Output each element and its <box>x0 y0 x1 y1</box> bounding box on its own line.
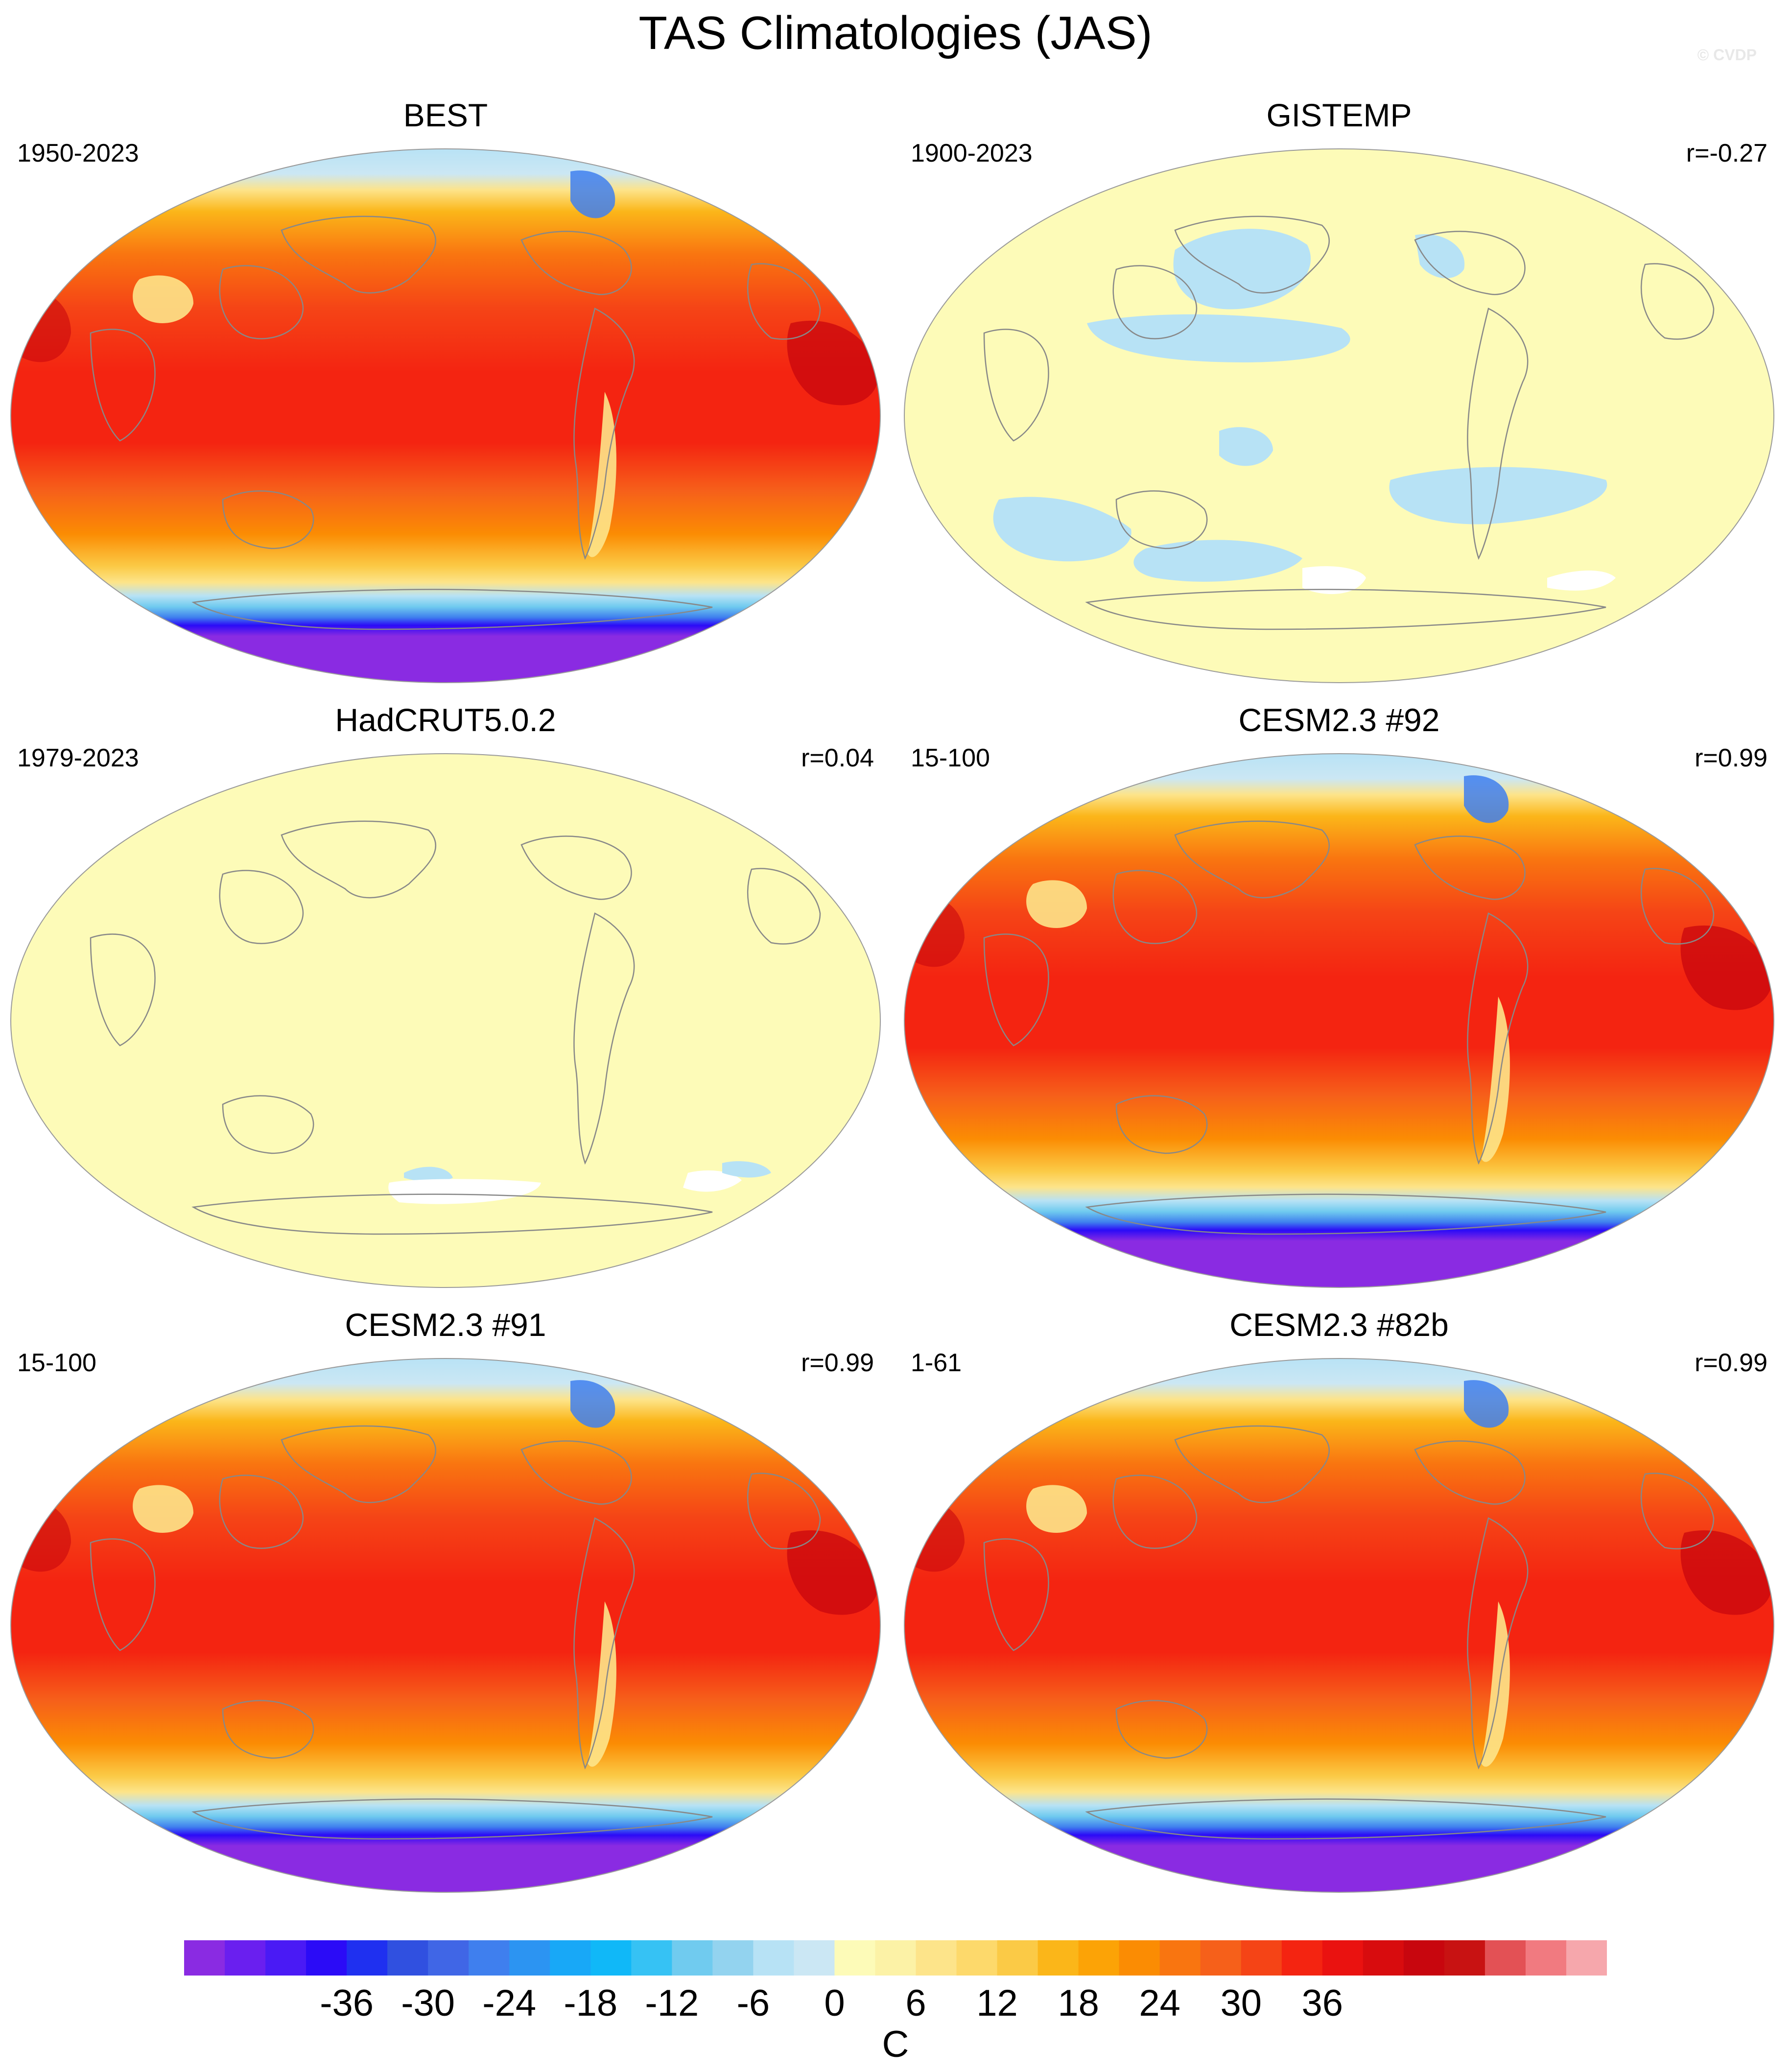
colorbar-swatch <box>1363 1940 1404 1976</box>
map-panel: GISTEMP 1900-2023 r=-0.27 <box>901 95 1777 683</box>
temperature-field <box>11 149 880 683</box>
world-map <box>904 1358 1774 1893</box>
colorbar-swatch <box>550 1940 591 1976</box>
colorbar-swatch <box>306 1940 347 1976</box>
panel-period: 1-61 <box>911 1349 962 1377</box>
colorbar-tick-label: -24 <box>482 1982 537 2024</box>
world-map <box>904 148 1774 683</box>
colorbar-swatch <box>428 1940 469 1976</box>
colorbar-unit: C <box>882 2024 909 2065</box>
colorbar-swatch <box>1322 1940 1364 1976</box>
colorbar-swatch <box>590 1940 632 1976</box>
panel-correlation: r=0.99 <box>1695 1349 1767 1377</box>
map-panel: CESM2.3 #91 15-100 r=0.99 <box>7 1305 884 1893</box>
colorbar-swatch <box>1200 1940 1242 1976</box>
temperature-field <box>904 149 1774 683</box>
colorbar-swatch <box>875 1940 917 1976</box>
colorbar-swatch <box>753 1940 794 1976</box>
colorbar-swatch <box>1119 1940 1160 1976</box>
panel-title: CESM2.3 #91 <box>345 1307 546 1343</box>
colorbar-tick-label: 24 <box>1139 1982 1180 2024</box>
colorbar-swatch <box>672 1940 713 1976</box>
colorbar-tick-label: 12 <box>976 1982 1018 2024</box>
panel-period: 1979-2023 <box>17 744 139 772</box>
map-panel: HadCRUT5.0.2 1979-2023 r=0.04 <box>7 700 884 1288</box>
colorbar-swatch <box>1444 1940 1485 1976</box>
colorbar-swatch <box>1525 1940 1567 1976</box>
figure-title: TAS Climatologies (JAS) <box>638 7 1153 59</box>
panel-period: 15-100 <box>17 1349 96 1377</box>
colorbar-tick-label: 6 <box>905 1982 926 2024</box>
colorbar-tick-label: -18 <box>564 1982 618 2024</box>
panel-title: HadCRUT5.0.2 <box>335 702 556 738</box>
colorbar <box>184 1940 1607 1976</box>
colorbar-swatch <box>1241 1940 1282 1976</box>
temperature-field <box>11 754 880 1287</box>
panel-correlation: r=0.99 <box>1695 744 1767 772</box>
colorbar-swatch <box>997 1940 1038 1976</box>
colorbar-swatch <box>712 1940 754 1976</box>
colorbar-tick-label: 0 <box>824 1982 845 2024</box>
colorbar-swatch <box>1159 1940 1201 1976</box>
colorbar-swatch <box>1078 1940 1120 1976</box>
world-map <box>904 753 1774 1288</box>
colorbar-tick-label: -6 <box>736 1982 770 2024</box>
panel-correlation: r=-0.27 <box>1686 139 1767 167</box>
temperature-field <box>904 1358 1774 1892</box>
colorbar-tick-label: 36 <box>1301 1982 1343 2024</box>
colorbar-swatch <box>1566 1940 1607 1976</box>
colorbar-labels: -36 -30 -24 -18 -12 -6 0 6 12 18 24 30 36 <box>184 1981 1607 2025</box>
map-panel: CESM2.3 #92 15-100 r=0.99 <box>901 700 1777 1288</box>
colorbar-swatch <box>347 1940 388 1976</box>
panel-title: BEST <box>403 97 488 133</box>
map-panel: BEST 1950-2023 <box>7 95 884 683</box>
panel-period: 1950-2023 <box>17 139 139 167</box>
colorbar-swatch <box>631 1940 672 1976</box>
panel-title: CESM2.3 #82b <box>1229 1307 1449 1343</box>
colorbar-swatch <box>265 1940 306 1976</box>
colorbar-tick-label: -12 <box>645 1982 699 2024</box>
watermark: © CVDP <box>1697 46 1757 64</box>
colorbar-swatch <box>1485 1940 1526 1976</box>
colorbar-tick-label: 18 <box>1058 1982 1099 2024</box>
colorbar-tick-label: -30 <box>401 1982 455 2024</box>
world-map <box>10 148 881 683</box>
world-map <box>10 753 881 1288</box>
temperature-field <box>11 1358 880 1892</box>
colorbar-swatch <box>225 1940 266 1976</box>
colorbar-swatch <box>916 1940 957 1976</box>
panel-period: 1900-2023 <box>911 139 1033 167</box>
panel-correlation: r=0.99 <box>801 1349 874 1377</box>
colorbar-swatch <box>387 1940 428 1976</box>
panel-title: GISTEMP <box>1266 97 1412 133</box>
colorbar-swatch <box>1281 1940 1323 1976</box>
colorbar-swatch <box>1037 1940 1079 1976</box>
panel-period: 15-100 <box>911 744 990 772</box>
colorbar-swatch <box>794 1940 835 1976</box>
colorbar-swatch <box>834 1940 875 1976</box>
colorbar-tick-label: 30 <box>1220 1982 1262 2024</box>
colorbar-swatch <box>956 1940 998 1976</box>
panel-title: CESM2.3 #92 <box>1238 702 1440 738</box>
colorbar-swatch <box>469 1940 510 1976</box>
world-map <box>10 1358 881 1893</box>
colorbar-tick-label: -36 <box>320 1982 374 2024</box>
colorbar-swatch <box>1403 1940 1445 1976</box>
panel-correlation: r=0.04 <box>801 744 874 772</box>
colorbar-swatch <box>184 1940 225 1976</box>
colorbar-swatch <box>509 1940 550 1976</box>
temperature-field <box>904 754 1774 1287</box>
map-panel: CESM2.3 #82b 1-61 r=0.99 <box>901 1305 1777 1893</box>
